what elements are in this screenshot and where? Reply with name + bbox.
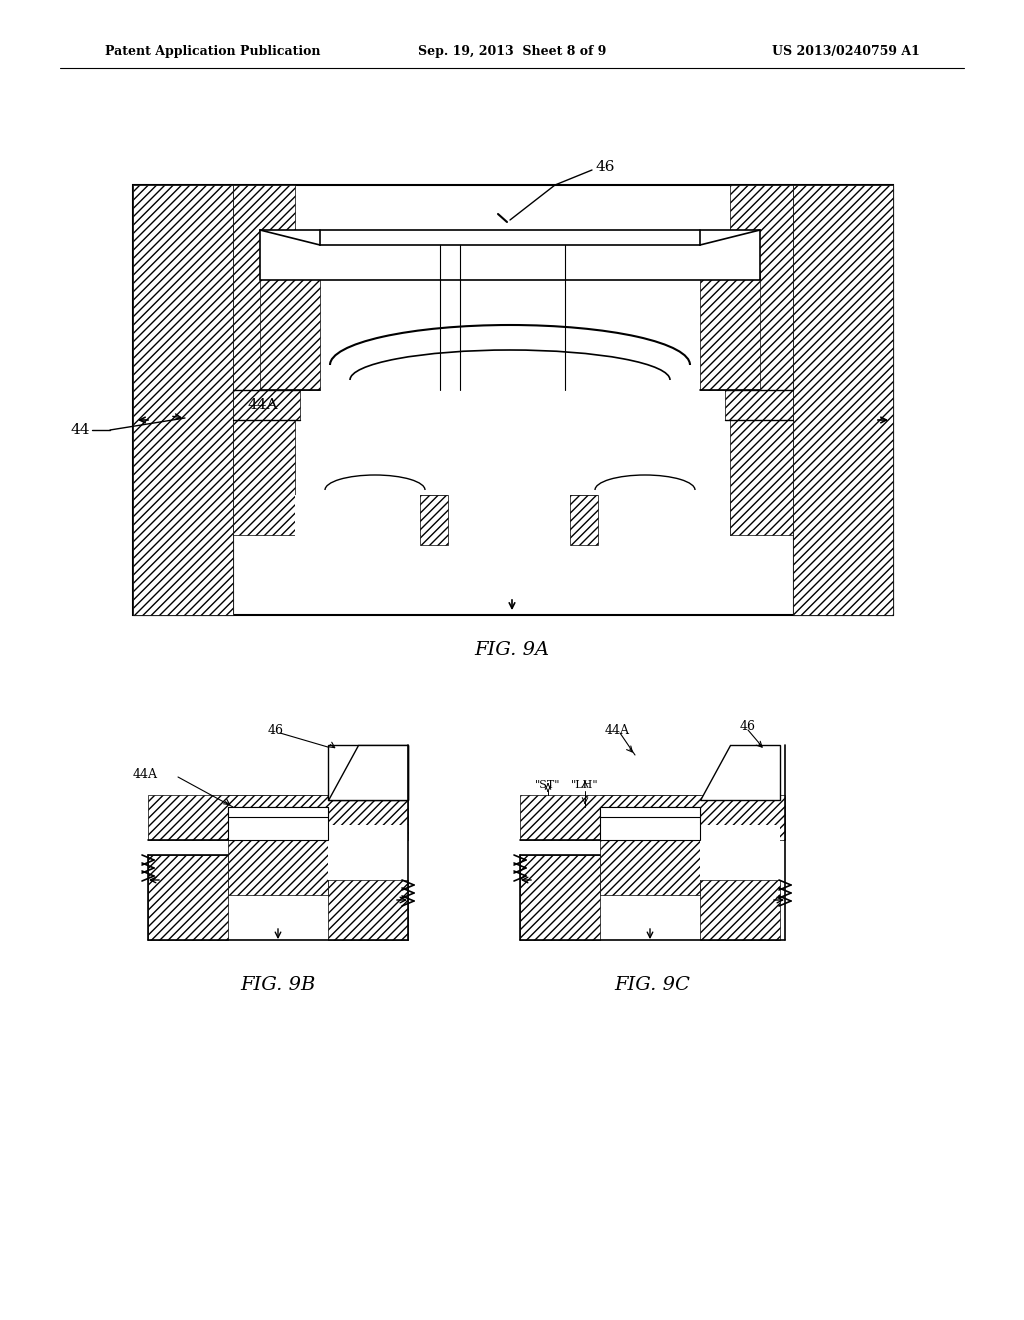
Text: 44A: 44A xyxy=(605,723,630,737)
Polygon shape xyxy=(700,744,780,800)
Bar xyxy=(233,389,300,420)
Text: 44: 44 xyxy=(71,422,90,437)
Bar xyxy=(228,807,328,840)
Bar xyxy=(295,495,730,535)
Bar xyxy=(228,795,328,895)
Bar xyxy=(148,855,228,940)
Bar xyxy=(295,495,420,545)
Text: Sep. 19, 2013  Sheet 8 of 9: Sep. 19, 2013 Sheet 8 of 9 xyxy=(418,45,606,58)
Bar xyxy=(725,389,793,420)
Bar xyxy=(233,395,295,535)
Bar xyxy=(420,495,449,545)
Bar xyxy=(793,185,893,615)
Bar xyxy=(133,185,233,615)
Bar xyxy=(233,185,295,389)
Text: 46: 46 xyxy=(595,160,614,174)
Bar xyxy=(449,495,570,545)
Bar xyxy=(700,271,760,389)
Bar xyxy=(328,825,408,880)
Bar xyxy=(700,825,780,880)
Bar xyxy=(600,795,700,895)
Bar xyxy=(520,795,785,840)
Bar xyxy=(600,807,700,817)
Bar xyxy=(570,495,598,545)
Polygon shape xyxy=(328,744,408,800)
Bar xyxy=(700,880,780,940)
Text: 46: 46 xyxy=(268,723,284,737)
Text: 46: 46 xyxy=(740,721,756,734)
Bar xyxy=(793,185,893,615)
Bar xyxy=(133,185,233,615)
Bar xyxy=(260,230,760,280)
Text: "LH": "LH" xyxy=(571,780,599,789)
Text: FIG. 9B: FIG. 9B xyxy=(241,975,315,994)
Text: Patent Application Publication: Patent Application Publication xyxy=(105,45,321,58)
Text: "ST": "ST" xyxy=(536,780,561,789)
Text: 44A: 44A xyxy=(133,768,158,781)
Bar xyxy=(260,271,319,389)
Text: FIG. 9A: FIG. 9A xyxy=(474,642,550,659)
Bar xyxy=(520,855,600,940)
Bar xyxy=(328,880,408,940)
Text: 44A: 44A xyxy=(248,399,279,412)
Bar xyxy=(730,185,793,389)
Text: FIG. 9C: FIG. 9C xyxy=(614,975,690,994)
Text: US 2013/0240759 A1: US 2013/0240759 A1 xyxy=(772,45,920,58)
Bar xyxy=(730,395,793,535)
Bar xyxy=(598,495,730,545)
Bar xyxy=(600,807,700,840)
Bar xyxy=(133,185,893,615)
Bar xyxy=(328,744,408,800)
Bar xyxy=(228,807,328,817)
Bar xyxy=(148,795,408,840)
